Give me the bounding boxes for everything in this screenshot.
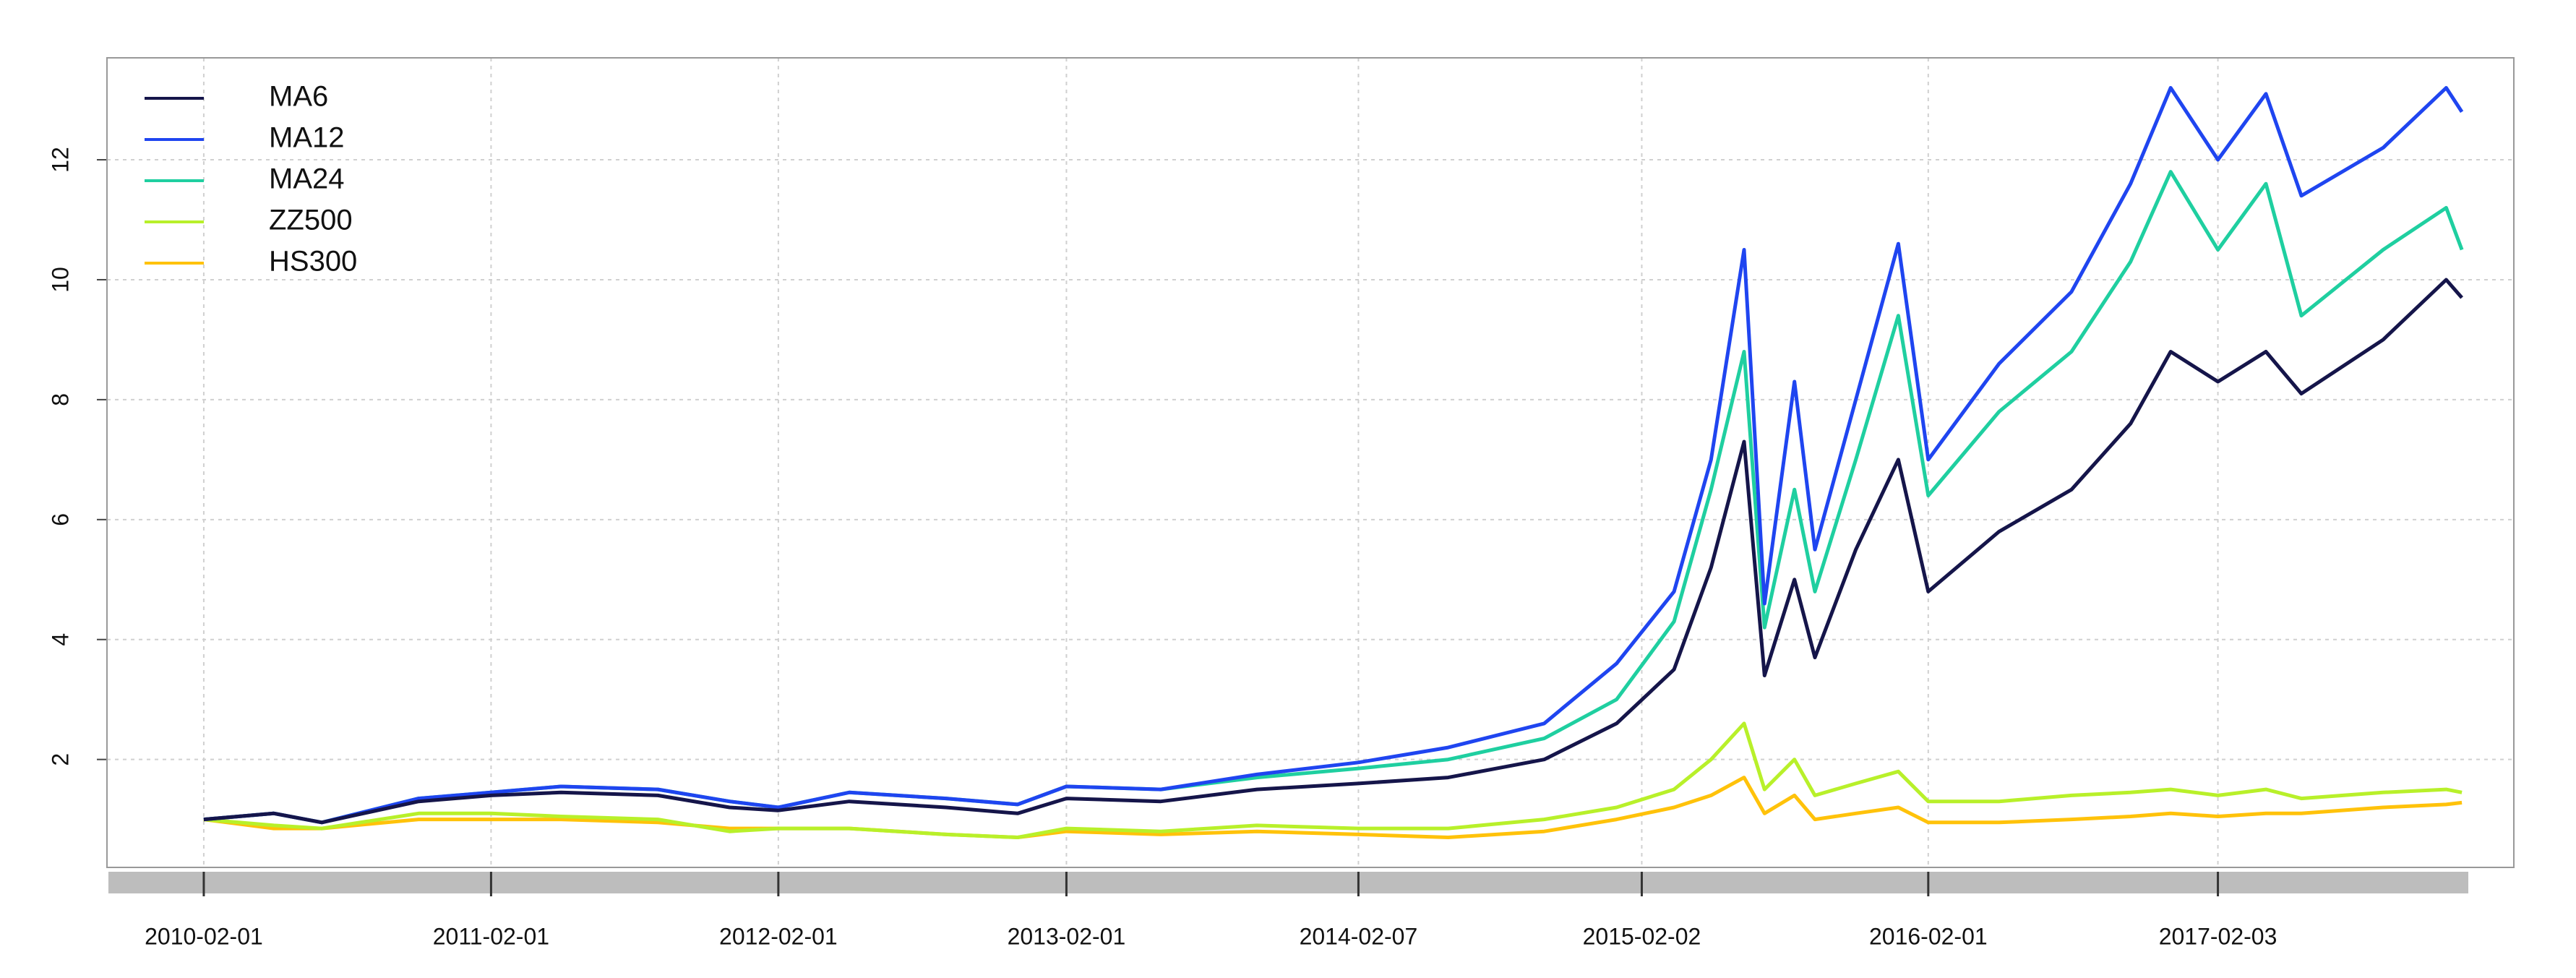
legend-label: HS300 (269, 246, 357, 278)
plot-frame (106, 57, 2515, 868)
legend-label: MA24 (269, 163, 345, 195)
x-tick-label: 2013-02-01 (1008, 923, 1126, 949)
x-axis-bar (108, 872, 2468, 893)
y-tick-label: 6 (47, 513, 73, 526)
x-tick-label: 2015-02-02 (1583, 923, 1701, 949)
legend-label: MA12 (269, 122, 345, 154)
x-tick-label: 2011-02-01 (433, 923, 549, 949)
series-line (203, 86, 2464, 825)
x-tick-label: 2014-02-07 (1300, 923, 1418, 949)
y-tick-label: 4 (47, 633, 73, 646)
y-tick-label: 10 (47, 267, 73, 293)
x-tick-label: 2017-02-03 (2159, 923, 2277, 949)
x-tick-label: 2016-02-01 (1869, 923, 1988, 949)
series-line (203, 776, 2463, 839)
legend-label: MA6 (269, 81, 328, 113)
y-tick-label: 2 (47, 753, 73, 766)
x-tick-label: 2012-02-01 (719, 923, 838, 949)
legend-label: ZZ500 (269, 205, 353, 236)
x-tick-label: 2010-02-01 (145, 923, 263, 949)
y-tick-label: 12 (47, 147, 73, 173)
series-line (203, 721, 2463, 839)
y-tick-label: 8 (47, 393, 73, 406)
series-line (203, 278, 2463, 825)
